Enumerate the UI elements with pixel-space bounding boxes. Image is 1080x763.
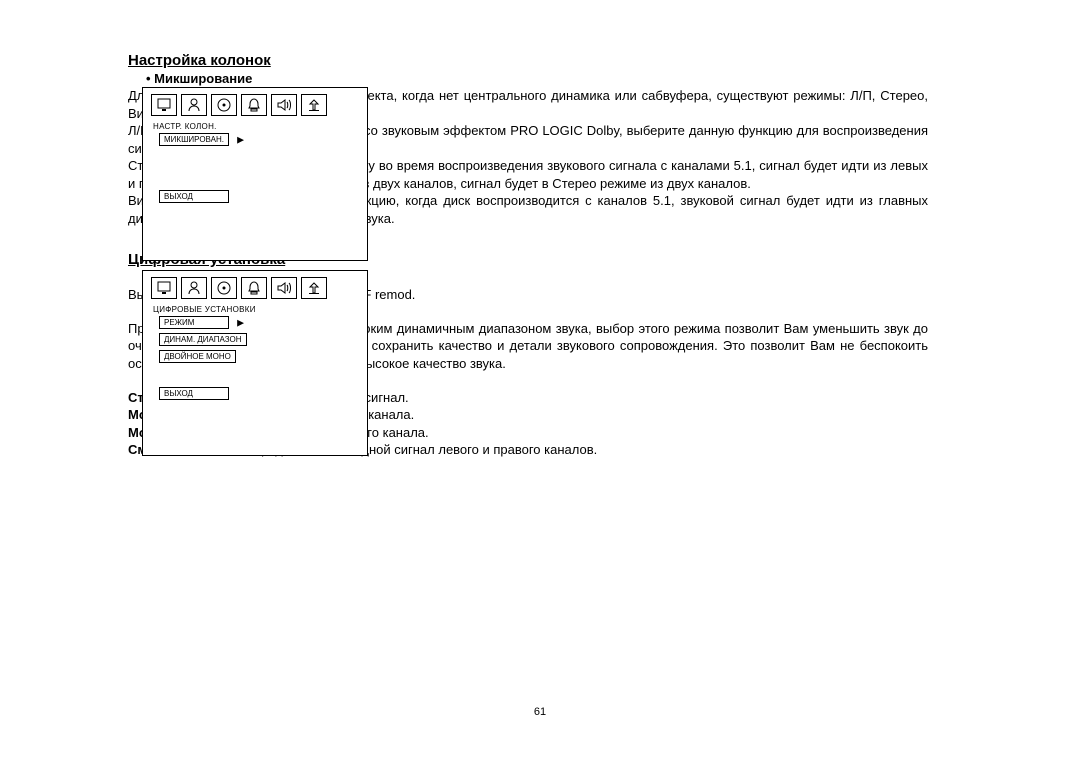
up-icon	[301, 94, 327, 116]
page-number: 61	[0, 706, 1080, 718]
disc-icon	[211, 94, 237, 116]
menu1-icon-row	[143, 88, 367, 120]
page-content: Настройка колонок Микширование НАСТР. КО…	[128, 52, 928, 459]
section1-title: Настройка колонок	[128, 52, 928, 69]
menu2-item-dualmono[interactable]: ДВОЙНОЕ МОНО	[159, 350, 236, 363]
menu1-heading: НАСТР. КОЛОН.	[143, 120, 367, 131]
disc-icon	[211, 277, 237, 299]
menu1-item-mix[interactable]: МИКШИРОВАН. ▶	[159, 133, 229, 146]
menu2-item-mode[interactable]: РЕЖИМ ▶	[159, 316, 229, 329]
section1-bullet1: Микширование	[146, 71, 928, 86]
menu1-arrow-icon: ▶	[237, 134, 244, 145]
menu-screenshot-1: НАСТР. КОЛОН. МИКШИРОВАН. ▶ ВЫХОД	[142, 87, 368, 261]
monitor-icon	[151, 94, 177, 116]
speaker-icon	[271, 94, 297, 116]
menu-screenshot-2: ЦИФРОВЫЕ УСТАНОВКИ РЕЖИМ ▶ ДИНАМ. ДИАПАЗ…	[142, 270, 368, 456]
brand-watermark: SOUNDMAX	[1060, 0, 1080, 44]
bell-icon	[241, 94, 267, 116]
menu2-item-range[interactable]: ДИНАМ. ДИАПАЗОН	[159, 333, 247, 346]
menu2-heading: ЦИФРОВЫЕ УСТАНОВКИ	[143, 303, 367, 314]
bell-icon	[241, 277, 267, 299]
menu1-item-exit[interactable]: ВЫХОД	[159, 190, 229, 203]
menu2-icon-row	[143, 271, 367, 303]
menu1-item-mix-label: МИКШИРОВАН.	[164, 135, 224, 144]
menu2-item-mode-label: РЕЖИМ	[164, 318, 194, 327]
head-icon	[181, 94, 207, 116]
head-icon	[181, 277, 207, 299]
speaker-icon	[271, 277, 297, 299]
menu2-arrow-icon: ▶	[237, 317, 244, 328]
up-icon	[301, 277, 327, 299]
monitor-icon	[151, 277, 177, 299]
menu2-item-exit[interactable]: ВЫХОД	[159, 387, 229, 400]
